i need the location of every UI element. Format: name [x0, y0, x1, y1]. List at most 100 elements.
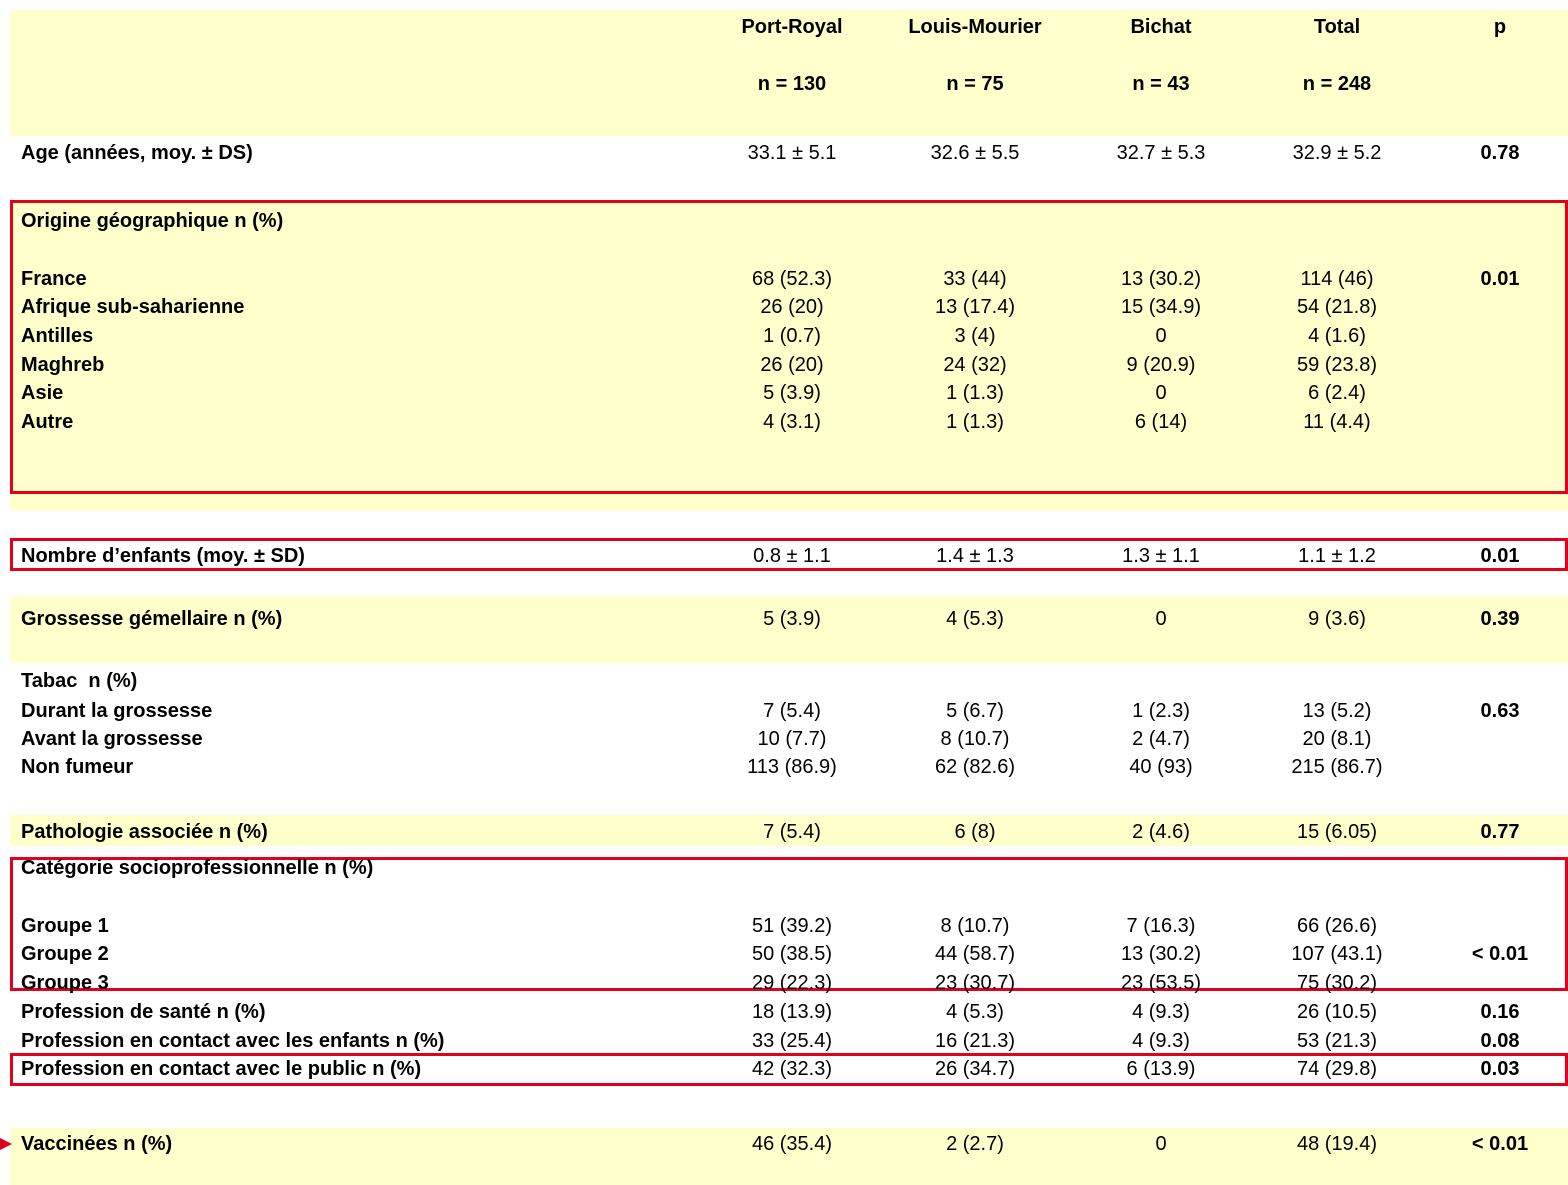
origin-band [10, 200, 1568, 511]
cell: 26 (10.5) [1296, 1001, 1378, 1023]
row-label: Age (années, moy. ± DS) [21, 142, 253, 164]
cell: 107 (43.1) [1291, 943, 1383, 965]
cell: 23 (30.7) [934, 972, 1016, 994]
column-count: n = 43 [1132, 73, 1190, 95]
cell: 32.7 ± 5.3 [1116, 142, 1206, 164]
column-header: Bichat [1130, 16, 1192, 38]
cell: 6 (13.9) [1126, 1058, 1196, 1080]
cell: 44 (58.7) [934, 943, 1016, 965]
cell: 26 (20) [760, 296, 824, 318]
p-value: 0.63 [1480, 700, 1520, 722]
cell: 1.4 ± 1.3 [936, 545, 1014, 567]
row-label: Nombre d’enfants (moy. ± SD) [21, 545, 305, 567]
cell: 0 [1155, 325, 1167, 347]
cell: 20 (8.1) [1302, 728, 1372, 750]
cell: 3 (4) [954, 325, 996, 347]
cell: 59 (23.8) [1296, 354, 1378, 376]
cell: 62 (82.6) [934, 756, 1016, 778]
cell: 42 (32.3) [751, 1058, 833, 1080]
row-label: Origine géographique n (%) [21, 210, 284, 232]
row-label: Pathologie associée n (%) [21, 821, 268, 843]
cell: 1.1 ± 1.2 [1298, 545, 1376, 567]
p-value: 0.01 [1480, 545, 1520, 567]
row-label: Groupe 3 [21, 972, 109, 994]
cell: 7 (5.4) [763, 821, 821, 843]
column-count: n = 248 [1302, 73, 1372, 95]
row-label: Grossesse gémellaire n (%) [21, 608, 283, 630]
cell: 15 (34.9) [1120, 296, 1202, 318]
highlight-box [10, 538, 1568, 571]
header-band [10, 10, 1568, 136]
row-label: Durant la grossesse [21, 700, 213, 722]
row-label: Non fumeur [21, 756, 134, 778]
cell: 13 (30.2) [1120, 943, 1202, 965]
cell: 4 (9.3) [1132, 1001, 1190, 1023]
cell: 26 (34.7) [934, 1058, 1016, 1080]
row-label: Profession en contact avec les enfants n… [21, 1030, 445, 1052]
p-value: 0.77 [1480, 821, 1520, 843]
cell: 0 [1155, 608, 1167, 630]
cell: 66 (26.6) [1296, 915, 1378, 937]
cell: 4 (9.3) [1132, 1030, 1190, 1052]
cell: 23 (53.5) [1120, 972, 1202, 994]
cell: 1 (1.3) [946, 382, 1004, 404]
cell: 1 (2.3) [1132, 700, 1190, 722]
cell: 29 (22.3) [751, 972, 833, 994]
p-value: 0.78 [1480, 142, 1520, 164]
p-value: 0.01 [1480, 268, 1520, 290]
cell: 2 (4.6) [1132, 821, 1190, 843]
cell: 9 (20.9) [1126, 354, 1196, 376]
cell: 9 (3.6) [1308, 608, 1366, 630]
cell: 48 (19.4) [1296, 1133, 1378, 1155]
cell: 40 (93) [1129, 756, 1193, 778]
cell: 13 (5.2) [1302, 700, 1372, 722]
row-label: France [21, 268, 87, 290]
cell: 0 [1155, 1133, 1167, 1155]
cell: 6 (8) [954, 821, 996, 843]
column-header: Total [1313, 16, 1361, 38]
p-value: 0.39 [1480, 608, 1520, 630]
arrow [0, 1138, 12, 1150]
row-label: Profession de santé n (%) [21, 1001, 266, 1023]
row-label: Vaccinées n (%) [21, 1133, 173, 1155]
highlight-box [10, 200, 1568, 494]
column-count: n = 130 [757, 73, 827, 95]
cell: 68 (52.3) [751, 268, 833, 290]
column-header: Port-Royal [741, 16, 843, 38]
cell: 114 (46) [1300, 268, 1374, 290]
cell: 5 (3.9) [763, 382, 821, 404]
twin-band [10, 596, 1568, 663]
row-label: Antilles [21, 325, 94, 347]
cell: 15 (6.05) [1296, 821, 1378, 843]
cell: 8 (10.7) [940, 915, 1010, 937]
p-value: 0.03 [1480, 1058, 1520, 1080]
row-label: Autre [21, 411, 74, 433]
p-value: < 0.01 [1471, 943, 1529, 965]
p-value: < 0.01 [1471, 1133, 1529, 1155]
cell: 46 (35.4) [751, 1133, 833, 1155]
row-label: Profession en contact avec le public n (… [21, 1058, 422, 1080]
highlight-box [10, 857, 1568, 991]
cell: 33.1 ± 5.1 [747, 142, 837, 164]
p-value: 0.16 [1480, 1001, 1520, 1023]
cell: 75 (30.2) [1296, 972, 1378, 994]
cell: 7 (5.4) [763, 700, 821, 722]
cell: 54 (21.8) [1296, 296, 1378, 318]
cell: 4 (3.1) [763, 411, 821, 433]
cell: 10 (7.7) [757, 728, 827, 750]
row-label: Maghreb [21, 354, 105, 376]
cell: 16 (21.3) [934, 1030, 1016, 1052]
cell: 1 (1.3) [946, 411, 1004, 433]
cell: 4 (5.3) [946, 1001, 1004, 1023]
row-label: Groupe 2 [21, 943, 109, 965]
column-header: Louis-Mourier [908, 16, 1042, 38]
cell: 0.8 ± 1.1 [753, 545, 831, 567]
row-label: Tabac n (%) [21, 670, 138, 692]
cell: 24 (32) [943, 354, 1007, 376]
pathology-band [10, 815, 1568, 846]
cell: 215 (86.7) [1291, 756, 1383, 778]
vaccinated-band [10, 1128, 1568, 1185]
cell: 33 (44) [943, 268, 1007, 290]
cell: 4 (1.6) [1308, 325, 1366, 347]
cell: 1.3 ± 1.1 [1122, 545, 1200, 567]
